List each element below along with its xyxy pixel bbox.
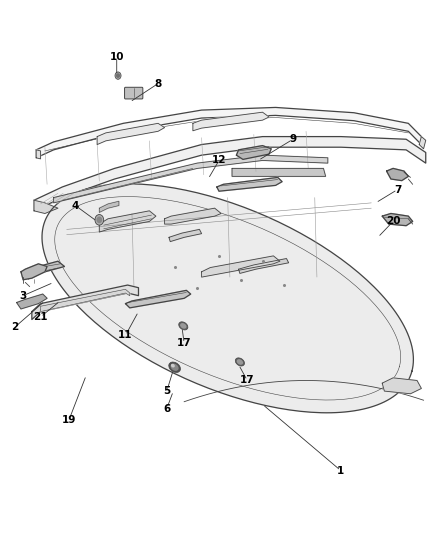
Polygon shape bbox=[41, 289, 130, 312]
Polygon shape bbox=[165, 208, 221, 224]
Polygon shape bbox=[387, 168, 408, 181]
Ellipse shape bbox=[172, 365, 174, 367]
Polygon shape bbox=[97, 123, 165, 144]
Circle shape bbox=[97, 217, 102, 222]
Polygon shape bbox=[36, 150, 41, 159]
Circle shape bbox=[95, 215, 104, 225]
Text: 2: 2 bbox=[11, 322, 18, 333]
Polygon shape bbox=[53, 155, 328, 203]
Polygon shape bbox=[382, 214, 413, 225]
Text: 11: 11 bbox=[118, 330, 133, 341]
Ellipse shape bbox=[169, 362, 180, 373]
Polygon shape bbox=[201, 256, 280, 277]
Ellipse shape bbox=[179, 322, 188, 330]
Circle shape bbox=[115, 72, 121, 79]
Polygon shape bbox=[17, 294, 47, 309]
Text: 17: 17 bbox=[177, 338, 191, 349]
Polygon shape bbox=[169, 229, 201, 241]
Text: 12: 12 bbox=[212, 156, 226, 165]
Polygon shape bbox=[34, 200, 58, 214]
Polygon shape bbox=[99, 201, 119, 213]
Text: 9: 9 bbox=[290, 134, 297, 144]
Polygon shape bbox=[125, 290, 191, 308]
Text: 5: 5 bbox=[163, 386, 170, 396]
Ellipse shape bbox=[237, 360, 242, 364]
Text: 20: 20 bbox=[386, 216, 400, 227]
Text: 19: 19 bbox=[62, 415, 76, 425]
Polygon shape bbox=[25, 261, 64, 277]
Polygon shape bbox=[193, 112, 269, 131]
Polygon shape bbox=[42, 184, 413, 413]
Text: 6: 6 bbox=[163, 403, 170, 414]
Polygon shape bbox=[36, 108, 421, 158]
Ellipse shape bbox=[171, 365, 178, 370]
Text: 10: 10 bbox=[110, 52, 124, 62]
Text: 1: 1 bbox=[337, 466, 345, 475]
Circle shape bbox=[117, 74, 119, 77]
Polygon shape bbox=[232, 168, 325, 176]
Polygon shape bbox=[32, 285, 138, 319]
Polygon shape bbox=[99, 211, 156, 232]
Polygon shape bbox=[239, 259, 289, 273]
Polygon shape bbox=[237, 146, 271, 159]
Polygon shape bbox=[217, 177, 282, 191]
Polygon shape bbox=[34, 136, 426, 211]
Polygon shape bbox=[21, 264, 47, 280]
Polygon shape bbox=[419, 136, 426, 149]
Text: 7: 7 bbox=[394, 184, 401, 195]
Polygon shape bbox=[382, 378, 421, 394]
Text: 17: 17 bbox=[240, 375, 254, 385]
Text: 4: 4 bbox=[72, 200, 79, 211]
FancyBboxPatch shape bbox=[124, 87, 143, 99]
Text: 21: 21 bbox=[33, 312, 48, 322]
Ellipse shape bbox=[181, 324, 186, 328]
Ellipse shape bbox=[235, 358, 244, 366]
Text: 8: 8 bbox=[155, 78, 162, 88]
Text: 3: 3 bbox=[20, 290, 27, 301]
